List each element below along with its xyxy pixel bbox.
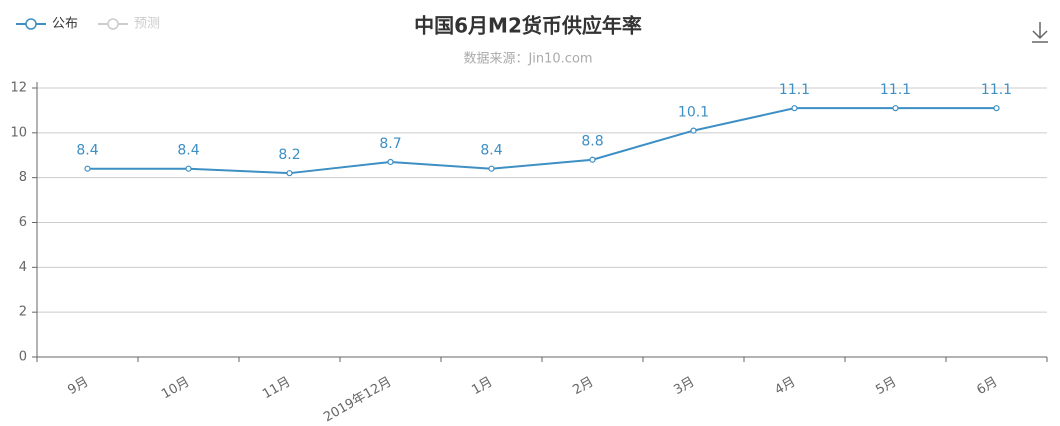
legend-symbol	[107, 18, 119, 30]
data-point	[791, 105, 798, 112]
data-label: 11.1	[779, 82, 810, 98]
data-point	[690, 127, 697, 134]
x-tick-label: 5月	[873, 375, 899, 399]
legend-label: 公布	[52, 17, 78, 32]
x-tick-label: 1月	[469, 375, 495, 399]
data-label: 11.1	[880, 82, 911, 98]
legend-label: 预测	[134, 17, 160, 32]
legend-symbol	[25, 18, 37, 30]
series-line	[87, 107, 997, 175]
data-point	[185, 165, 192, 172]
x-tick-label: 11月	[260, 375, 293, 403]
chart-subtitle: 数据来源：Jin10.com	[463, 52, 592, 67]
data-label: 10.1	[678, 105, 709, 121]
chart-title: 中国6月M2货币供应年率	[414, 14, 642, 38]
data-point	[993, 105, 1000, 112]
data-point	[589, 156, 596, 163]
legend-item[interactable]: 预测	[98, 17, 160, 32]
data-label: 8.4	[177, 143, 199, 159]
data-label: 11.1	[981, 82, 1012, 98]
data-point	[84, 165, 91, 172]
data-point	[387, 158, 394, 166]
data-label: 8.8	[581, 134, 603, 150]
legend-item[interactable]: 公布	[16, 17, 78, 32]
x-tick-label: 2019年12月	[321, 375, 394, 426]
y-tick-label: 2	[19, 305, 27, 320]
data-label: 8.4	[76, 143, 98, 159]
download-glyph[interactable]	[1032, 22, 1048, 43]
data-point	[286, 170, 293, 177]
x-tick-label: 9月	[65, 375, 91, 399]
data-point	[892, 105, 899, 112]
data-point	[488, 165, 495, 172]
x-tick-label: 2月	[570, 375, 596, 399]
x-tick-label: 3月	[671, 375, 697, 399]
data-label: 8.7	[379, 136, 401, 152]
x-tick-label: 4月	[772, 375, 798, 399]
y-tick-label: 0	[19, 350, 27, 365]
y-tick-label: 8	[19, 170, 27, 185]
data-label: 8.4	[480, 143, 502, 159]
x-tick-label: 6月	[974, 375, 1000, 399]
y-tick-label: 10	[10, 125, 27, 140]
y-tick-label: 4	[19, 260, 27, 275]
data-label: 8.2	[278, 147, 300, 163]
x-tick-label: 10月	[159, 375, 192, 403]
y-tick-label: 12	[10, 81, 27, 96]
download-icon[interactable]	[1032, 22, 1048, 43]
y-tick-label: 6	[19, 215, 27, 230]
